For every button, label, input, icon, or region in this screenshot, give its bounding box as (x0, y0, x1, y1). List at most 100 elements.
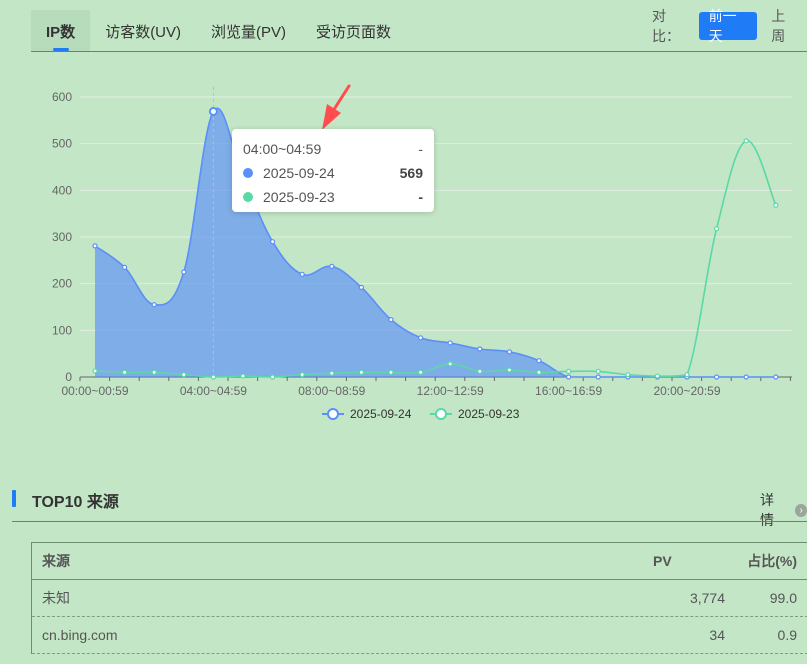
x-tick-label: 12:00~12:59 (417, 384, 484, 398)
table-row: cn.bing.com 34 0.9 (32, 617, 807, 654)
cell-source: 未知 (42, 590, 70, 606)
y-tick-label: 400 (52, 183, 72, 197)
cell-pv: 34 (709, 627, 725, 643)
data-point (654, 373, 661, 379)
series-dot-icon (243, 168, 253, 178)
data-point (121, 264, 128, 270)
cell-pv: 3,774 (689, 590, 725, 606)
data-point (743, 374, 749, 380)
data-point (299, 372, 305, 378)
x-tick-label: 04:00~04:59 (180, 384, 247, 398)
data-point (329, 263, 335, 269)
y-tick-label: 200 (52, 277, 72, 291)
data-point (210, 374, 216, 380)
legend-label: 2025-09-24 (350, 407, 412, 421)
y-tick-label: 500 (52, 137, 72, 151)
data-point (358, 369, 364, 375)
tabs-divider (31, 51, 807, 52)
table-header: 来源 PV 占比(%) (32, 543, 807, 580)
data-point (477, 346, 483, 352)
data-point (773, 202, 779, 208)
y-tick-label: 0 (65, 370, 72, 384)
legend-marker (327, 408, 339, 420)
data-point (329, 370, 335, 376)
x-tick-label: 08:00~08:59 (298, 384, 365, 398)
tab-uv[interactable]: 访客数(UV) (105, 23, 182, 41)
data-point (418, 335, 424, 341)
data-point (565, 374, 572, 380)
annotation-arrow-shaft (331, 84, 351, 113)
compare-group: 对比： 前一天 上周 (652, 8, 807, 44)
cell-pct: 99.0 (769, 590, 797, 606)
data-point (536, 369, 542, 375)
series-dot-icon (243, 192, 253, 202)
x-tick-label: 00:00~00:59 (61, 384, 128, 398)
tooltip-series-value: 569 (399, 165, 423, 181)
legend-marker (435, 408, 447, 420)
data-point (477, 368, 483, 374)
header-pct[interactable]: 占比(%) (747, 553, 797, 569)
data-point (625, 372, 631, 378)
compare-previous-day-button[interactable]: 前一天 (698, 8, 758, 44)
details-label: 详情 (760, 492, 774, 528)
data-point (151, 369, 157, 375)
table-row: 未知 3,774 99.0 (32, 580, 807, 617)
trend-chart[interactable]: 0 100 200 300 400 500 600 00:00~00:59 04:00~04:5… (0, 60, 807, 440)
data-point (181, 372, 187, 378)
compare-last-week-button[interactable]: 上周 (771, 8, 786, 44)
x-tick-label: 16:00~16:59 (535, 384, 602, 398)
section-title: TOP10 来源 (32, 494, 119, 511)
section-accent (12, 490, 16, 507)
annotation-arrow-head (322, 104, 341, 130)
data-point (181, 269, 187, 275)
compare-label: 对比： (652, 8, 680, 44)
y-tick-label: 300 (52, 230, 72, 244)
tooltip-series-name: 2025-09-23 (263, 189, 335, 205)
data-point (92, 368, 98, 374)
cell-source: cn.bing.com (42, 627, 118, 643)
data-point (773, 374, 779, 380)
header-pv[interactable]: PV (653, 553, 672, 569)
y-tick-label: 600 (52, 90, 72, 104)
data-point (208, 106, 218, 116)
data-point (536, 358, 542, 364)
legend-label: 2025-09-23 (458, 407, 520, 421)
series-area (95, 108, 776, 378)
tooltip-title-value: - (418, 141, 423, 157)
data-point (270, 374, 276, 380)
data-point (684, 372, 690, 378)
details-link[interactable]: 详情 › (760, 490, 807, 530)
chevron-right-icon: › (795, 503, 807, 517)
y-tick-label: 100 (52, 323, 72, 337)
data-point (92, 243, 98, 249)
tab-pages[interactable]: 受访页面数 (316, 23, 392, 41)
data-point (565, 368, 572, 374)
data-point (506, 367, 512, 373)
data-point (299, 271, 305, 277)
data-point (447, 361, 453, 367)
data-point (506, 349, 512, 355)
data-point (595, 374, 601, 380)
data-point (151, 302, 157, 308)
data-point (595, 368, 601, 374)
chart-tooltip: 04:00~04:59 - 2025-09-24 569 2025-09-23 … (232, 129, 434, 212)
tab-pv[interactable]: 浏览量(PV) (211, 23, 287, 41)
data-point (270, 239, 276, 245)
data-point (418, 369, 424, 375)
x-tick-label: 20:00~20:59 (653, 384, 720, 398)
metric-tabs: IP数 访客数(UV) 浏览量(PV) 受访页面数 (31, 10, 406, 52)
data-point (713, 226, 720, 232)
header-source[interactable]: 来源 (42, 553, 70, 569)
data-point (743, 138, 749, 144)
data-point (713, 374, 720, 380)
tooltip-series-value: - (418, 189, 423, 205)
sources-table: 来源 PV 占比(%) 未知 3,774 99.0 cn.bing.com 34… (31, 542, 807, 654)
section-divider (12, 521, 807, 522)
cell-pct: 0.9 (777, 627, 797, 643)
data-point (388, 369, 394, 375)
tooltip-series-name: 2025-09-24 (263, 165, 335, 181)
data-point (388, 317, 394, 323)
data-point (447, 340, 453, 346)
data-point (358, 284, 364, 290)
tab-ip[interactable]: IP数 (31, 10, 91, 52)
